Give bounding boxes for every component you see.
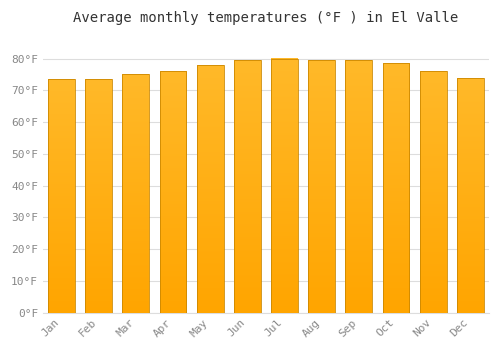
- Bar: [122, 75, 149, 313]
- Bar: [160, 71, 186, 313]
- Bar: [234, 60, 260, 313]
- Bar: [457, 78, 483, 313]
- Bar: [271, 58, 298, 313]
- Title: Average monthly temperatures (°F ) in El Valle: Average monthly temperatures (°F ) in El…: [74, 11, 458, 25]
- Bar: [420, 71, 446, 313]
- Bar: [197, 65, 224, 313]
- Bar: [308, 60, 335, 313]
- Bar: [382, 63, 409, 313]
- Bar: [48, 79, 75, 313]
- Bar: [86, 79, 112, 313]
- Bar: [346, 60, 372, 313]
